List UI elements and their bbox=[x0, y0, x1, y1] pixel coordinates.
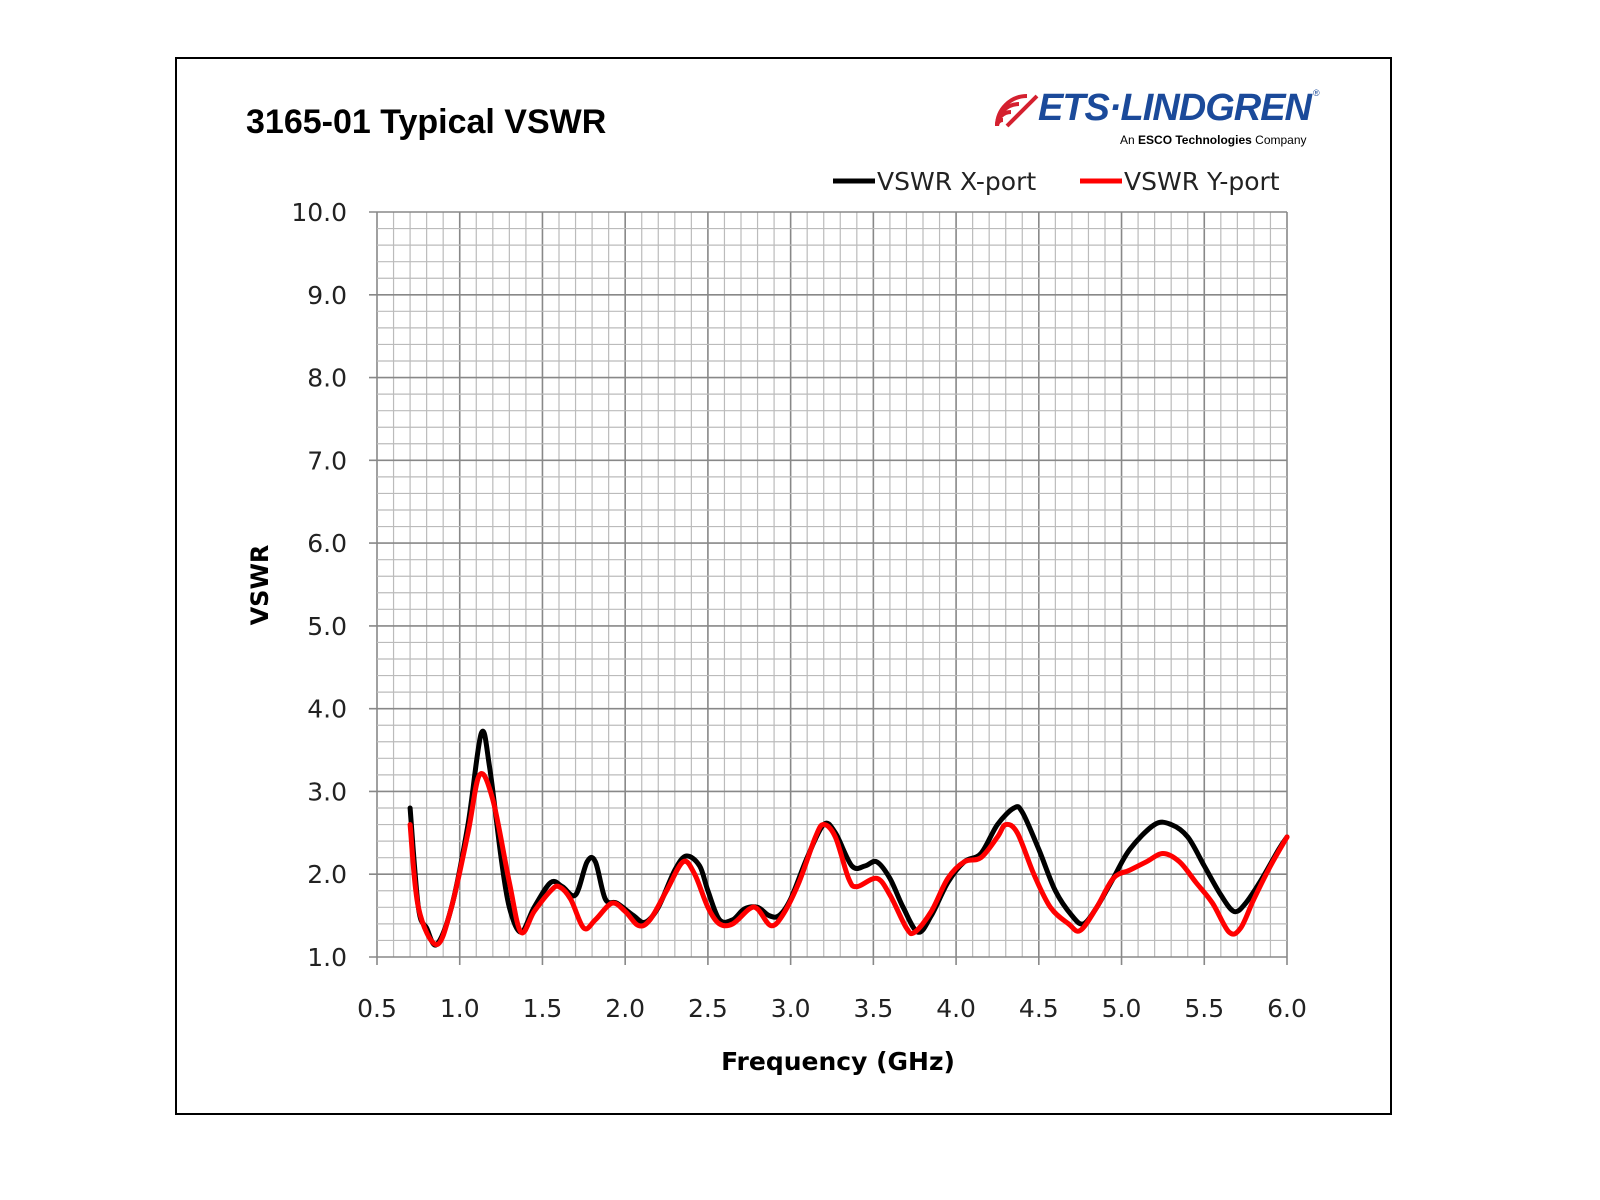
logo-brand: ETS·LINDGREN bbox=[1038, 87, 1312, 129]
y-tick-label: 2.0 bbox=[307, 860, 347, 889]
chart-title: 3165-01 Typical VSWR bbox=[246, 103, 607, 141]
x-tick-label: 6.0 bbox=[1267, 994, 1307, 1023]
y-tick-label: 9.0 bbox=[307, 281, 347, 310]
y-tick-label: 4.0 bbox=[307, 695, 347, 724]
y-tick-label: 10.0 bbox=[291, 198, 347, 227]
x-axis-label: Frequency (GHz) bbox=[721, 1047, 955, 1076]
tagline-prefix: An bbox=[1120, 133, 1139, 147]
x-tick-label: 0.5 bbox=[357, 994, 397, 1023]
x-tick-label: 2.5 bbox=[688, 994, 728, 1023]
x-tick-label: 5.5 bbox=[1184, 994, 1224, 1023]
legend-label: VSWR X-port bbox=[877, 167, 1036, 196]
y-tick-label: 3.0 bbox=[307, 777, 347, 806]
x-tick-label: 4.5 bbox=[1019, 994, 1059, 1023]
ets-lindgren-logo: ETS·LINDGREN ® An ESCO Technologies Comp… bbox=[993, 88, 1333, 150]
x-tick-label: 5.0 bbox=[1102, 994, 1142, 1023]
x-tick-label: 2.0 bbox=[605, 994, 645, 1023]
x-tick-label: 3.0 bbox=[771, 994, 811, 1023]
y-tick-label: 6.0 bbox=[307, 529, 347, 558]
tagline-suffix: Company bbox=[1251, 133, 1307, 147]
y-axis-label: VSWR bbox=[246, 545, 274, 626]
x-tick-label: 1.5 bbox=[523, 994, 563, 1023]
x-tick-label: 1.0 bbox=[440, 994, 480, 1023]
legend-label: VSWR Y-port bbox=[1124, 167, 1280, 196]
series-line-x-port bbox=[407, 728, 1290, 948]
x-tick-label: 3.5 bbox=[853, 994, 893, 1023]
y-tick-label: 1.0 bbox=[307, 943, 347, 972]
y-tick-label: 8.0 bbox=[307, 364, 347, 393]
signal-waves-icon bbox=[995, 94, 1039, 128]
logo-tagline: An ESCO Technologies Company bbox=[1120, 133, 1307, 147]
y-tick-label: 7.0 bbox=[307, 446, 347, 475]
series-line-y-port bbox=[407, 771, 1290, 948]
logo-brand-row: ETS·LINDGREN ® bbox=[1038, 88, 1320, 128]
chart-frame bbox=[175, 57, 1392, 1115]
registered-mark: ® bbox=[1313, 88, 1320, 98]
x-tick-label: 4.0 bbox=[936, 994, 976, 1023]
y-tick-label: 5.0 bbox=[307, 612, 347, 641]
tagline-bold: ESCO Technologies bbox=[1138, 133, 1252, 147]
